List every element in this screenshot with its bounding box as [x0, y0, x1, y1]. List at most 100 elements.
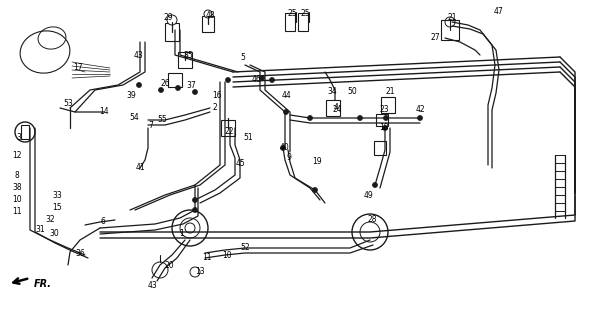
FancyBboxPatch shape: [381, 97, 395, 113]
Text: 42: 42: [415, 106, 425, 115]
Circle shape: [269, 77, 275, 83]
Circle shape: [185, 223, 195, 233]
Text: 52: 52: [240, 244, 250, 252]
Text: 6: 6: [101, 218, 105, 227]
Text: 25: 25: [287, 10, 297, 19]
Circle shape: [418, 116, 423, 121]
Text: 28: 28: [367, 215, 377, 225]
Text: 16: 16: [212, 92, 222, 100]
Text: 41: 41: [135, 164, 145, 172]
Text: 2: 2: [213, 103, 218, 113]
Text: 35: 35: [183, 51, 193, 60]
Circle shape: [360, 222, 380, 242]
Circle shape: [312, 188, 318, 193]
Text: 19: 19: [312, 157, 322, 166]
Circle shape: [190, 267, 200, 277]
Text: 34: 34: [327, 87, 337, 97]
Circle shape: [372, 182, 377, 188]
FancyBboxPatch shape: [374, 141, 386, 155]
Text: 51: 51: [243, 133, 253, 142]
FancyBboxPatch shape: [168, 73, 182, 87]
Circle shape: [204, 10, 212, 18]
FancyBboxPatch shape: [165, 23, 179, 41]
Text: 39: 39: [126, 91, 136, 100]
FancyBboxPatch shape: [178, 52, 192, 68]
Text: 44: 44: [281, 91, 291, 100]
Text: 11: 11: [202, 253, 212, 262]
Circle shape: [259, 76, 265, 81]
Text: 50: 50: [347, 86, 357, 95]
Text: 1: 1: [179, 229, 184, 238]
Text: 15: 15: [52, 204, 62, 212]
Text: 8: 8: [15, 171, 20, 180]
Text: 10: 10: [12, 196, 22, 204]
Circle shape: [308, 116, 312, 121]
Circle shape: [281, 146, 285, 150]
Text: 48: 48: [205, 12, 215, 20]
Circle shape: [180, 218, 200, 238]
FancyBboxPatch shape: [21, 125, 29, 139]
Circle shape: [352, 214, 388, 250]
Text: 11: 11: [13, 207, 21, 217]
Text: 45: 45: [236, 158, 246, 167]
Circle shape: [136, 83, 141, 87]
Text: 49: 49: [363, 191, 373, 201]
Text: 47: 47: [493, 7, 503, 17]
Text: 29: 29: [163, 13, 173, 22]
Text: 36: 36: [75, 249, 85, 258]
Text: 30: 30: [49, 228, 59, 237]
Text: 17: 17: [73, 63, 83, 73]
Text: 24: 24: [332, 106, 342, 115]
FancyBboxPatch shape: [298, 13, 308, 31]
FancyBboxPatch shape: [221, 120, 235, 136]
Circle shape: [193, 207, 197, 212]
Text: 21: 21: [447, 13, 457, 22]
Text: 43: 43: [147, 281, 157, 290]
Text: 3: 3: [17, 133, 21, 142]
Text: 10: 10: [222, 251, 232, 260]
Text: 27: 27: [430, 34, 440, 43]
Circle shape: [383, 125, 387, 131]
Circle shape: [358, 116, 362, 121]
Text: 38: 38: [12, 182, 22, 191]
Text: 20: 20: [164, 260, 174, 269]
FancyBboxPatch shape: [441, 20, 459, 40]
FancyBboxPatch shape: [376, 114, 388, 126]
Circle shape: [159, 87, 163, 92]
Circle shape: [383, 116, 389, 121]
Text: 9: 9: [287, 154, 291, 163]
Text: 25: 25: [300, 10, 310, 19]
Text: 13: 13: [195, 268, 205, 276]
Text: 46: 46: [252, 76, 262, 84]
Text: 4: 4: [334, 102, 339, 111]
Text: 40: 40: [279, 143, 289, 153]
Text: 33: 33: [52, 191, 62, 201]
Circle shape: [15, 122, 35, 142]
Text: 55: 55: [157, 116, 167, 124]
Text: 26: 26: [160, 78, 170, 87]
FancyBboxPatch shape: [326, 100, 340, 116]
Text: 12: 12: [13, 151, 21, 161]
Circle shape: [284, 109, 288, 115]
Text: 53: 53: [63, 99, 73, 108]
Text: FR.: FR.: [34, 279, 52, 289]
Text: 5: 5: [241, 53, 246, 62]
Text: 21: 21: [385, 86, 395, 95]
Text: 37: 37: [186, 82, 196, 91]
Text: 18: 18: [379, 124, 389, 132]
Circle shape: [167, 15, 177, 25]
Circle shape: [193, 197, 197, 203]
Text: 32: 32: [45, 214, 55, 223]
Text: 23: 23: [379, 105, 389, 114]
Text: 43: 43: [134, 51, 144, 60]
Text: 14: 14: [99, 108, 109, 116]
FancyBboxPatch shape: [202, 16, 214, 32]
Text: 54: 54: [129, 113, 139, 122]
Text: 31: 31: [35, 225, 45, 234]
Text: 7: 7: [148, 122, 153, 131]
Circle shape: [152, 262, 168, 278]
Circle shape: [175, 85, 181, 91]
Circle shape: [172, 210, 208, 246]
Circle shape: [193, 90, 197, 94]
Text: 22: 22: [224, 126, 234, 135]
